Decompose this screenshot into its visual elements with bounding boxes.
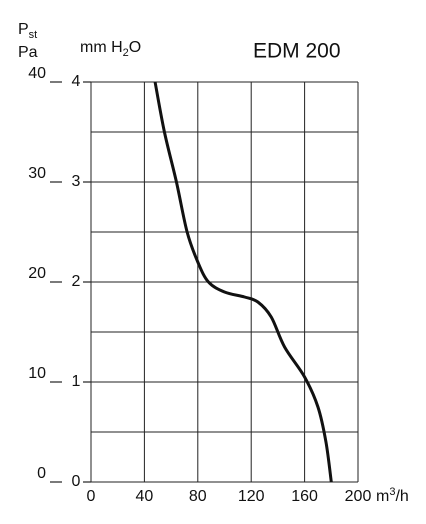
y2-tick-label: 1 bbox=[72, 373, 81, 390]
y-axis-label: Pst bbox=[18, 21, 37, 41]
y-label-sub: st bbox=[29, 29, 38, 41]
y-axis-unit: Pa bbox=[18, 44, 38, 61]
y2-label-sub: 2 bbox=[123, 47, 129, 59]
y-tick-label: 40 bbox=[28, 65, 46, 82]
y2-tick-label: 4 bbox=[72, 73, 81, 90]
y-tick-label: 10 bbox=[28, 365, 46, 382]
y2-label-main: mm H bbox=[80, 39, 123, 56]
x-tick-label: 80 bbox=[189, 488, 207, 505]
x-tick-label: 200 bbox=[345, 488, 372, 505]
y2-label-end: O bbox=[129, 39, 141, 56]
y2-tick-label: 0 bbox=[72, 473, 81, 490]
x-label-main: m bbox=[376, 488, 389, 505]
x-label-sup: 3 bbox=[389, 486, 395, 498]
x-tick-label: 0 bbox=[87, 488, 96, 505]
y2-axis-label: mm H2O bbox=[80, 39, 141, 59]
y-tick-label: 20 bbox=[28, 265, 46, 282]
curve bbox=[153, 81, 333, 483]
x-tick-label: 40 bbox=[136, 488, 154, 505]
y2-tick-label: 2 bbox=[72, 273, 81, 290]
x-tick-label: 160 bbox=[291, 488, 318, 505]
y-label-main: P bbox=[18, 21, 29, 38]
y-tick-label: 0 bbox=[37, 465, 46, 482]
x-axis-label: m3/h bbox=[376, 486, 409, 505]
chart-title: EDM 200 bbox=[253, 40, 341, 63]
x-label-end: /h bbox=[395, 488, 408, 505]
y2-tick-label: 3 bbox=[72, 173, 81, 190]
x-tick-label: 120 bbox=[238, 488, 265, 505]
y-tick-label: 30 bbox=[28, 165, 46, 182]
